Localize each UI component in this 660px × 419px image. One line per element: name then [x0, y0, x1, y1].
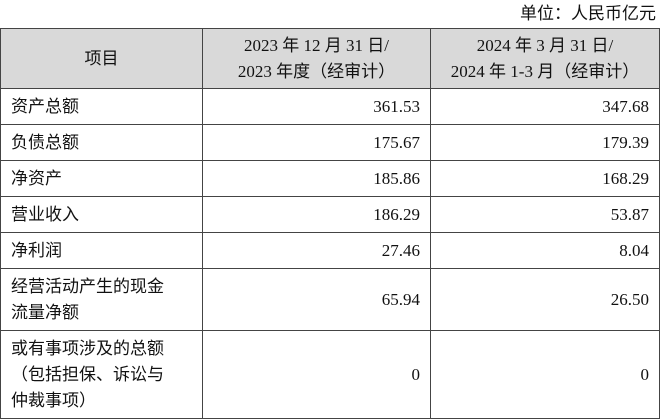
cell-line: 净资产	[11, 168, 62, 188]
row-label: 或有事项涉及的总额 （包括担保、诉讼与 仲裁事项）	[0, 330, 203, 419]
table-body: 资产总额 361.53 347.68 负债总额 175.67 179.39 净资产 185.8…	[0, 88, 660, 419]
cell-line: （包括担保、诉讼与	[11, 364, 164, 384]
cell-line: 27.46	[381, 240, 420, 260]
cell-line: 26.50	[610, 289, 649, 309]
header-cell: 项目	[0, 28, 203, 89]
cell-line: 营业收入	[11, 204, 79, 224]
cell-line: 经营活动产生的现金	[11, 276, 164, 296]
cell-line: 仲裁事项）	[11, 390, 96, 410]
cell-line: 179.39	[602, 132, 649, 152]
row-label: 净利润	[0, 232, 203, 269]
cell-line: 53.87	[610, 204, 649, 224]
value-cell: 65.94	[202, 268, 431, 331]
row-label: 经营活动产生的现金 流量净额	[0, 268, 203, 331]
row-label: 负债总额	[0, 124, 203, 161]
table-row: 营业收入 186.29 53.87	[0, 196, 660, 233]
cell-line: 净利润	[11, 240, 62, 260]
row-label: 营业收入	[0, 196, 203, 233]
cell-line: 168.29	[602, 168, 649, 188]
table-row: 负债总额 175.67 179.39	[0, 124, 660, 161]
cell-line: 175.67	[373, 132, 420, 152]
cell-line: 2024 年 1-3 月（经审计）	[450, 61, 640, 81]
table-row: 经营活动产生的现金 流量净额 65.94 26.50	[0, 268, 660, 331]
value-cell: 0	[430, 330, 660, 419]
row-label: 资产总额	[0, 88, 203, 125]
cell-line: 2024 年 3 月 31 日/	[476, 35, 614, 55]
table-row: 净资产 185.86 168.29	[0, 160, 660, 197]
cell-line: 2023 年度（经审计）	[237, 61, 396, 81]
cell-line: 361.53	[373, 96, 420, 116]
cell-line: 流量净额	[11, 302, 79, 322]
header-cell: 2023 年 12 月 31 日/2023 年度（经审计）	[202, 28, 431, 89]
header-row: 项目 2023 年 12 月 31 日/2023 年度（经审计） 2024 年 3 …	[0, 28, 660, 89]
table-header: 项目 2023 年 12 月 31 日/2023 年度（经审计） 2024 年 3 …	[0, 28, 660, 89]
cell-line: 0	[640, 364, 650, 384]
cell-line: 185.86	[373, 168, 420, 188]
value-cell: 175.67	[202, 124, 431, 161]
value-cell: 53.87	[430, 196, 660, 233]
value-cell: 8.04	[430, 232, 660, 269]
cell-line: 2023 年 12 月 31 日/	[244, 35, 389, 55]
table-row: 或有事项涉及的总额 （包括担保、诉讼与 仲裁事项） 0 0	[0, 330, 660, 419]
value-cell: 361.53	[202, 88, 431, 125]
value-cell: 27.46	[202, 232, 431, 269]
table-row: 净利润 27.46 8.04	[0, 232, 660, 269]
header-cell: 2024 年 3 月 31 日/2024 年 1-3 月（经审计）	[430, 28, 660, 89]
value-cell: 26.50	[430, 268, 660, 331]
value-cell: 179.39	[430, 124, 660, 161]
cell-line: 0	[411, 364, 421, 384]
row-label: 净资产	[0, 160, 203, 197]
cell-line: 186.29	[373, 204, 420, 224]
table-row: 资产总额 361.53 347.68	[0, 88, 660, 125]
value-cell: 186.29	[202, 196, 431, 233]
financial-table: 项目 2023 年 12 月 31 日/2023 年度（经审计） 2024 年 3 …	[0, 28, 660, 419]
unit-note: 单位：人民币亿元	[520, 4, 656, 23]
value-cell: 185.86	[202, 160, 431, 197]
cell-line: 项目	[84, 48, 119, 68]
cell-line: 65.94	[381, 289, 420, 309]
cell-line: 资产总额	[11, 96, 79, 116]
value-cell: 347.68	[430, 88, 660, 125]
cell-line: 负债总额	[11, 132, 79, 152]
cell-line: 347.68	[602, 96, 649, 116]
value-cell: 168.29	[430, 160, 660, 197]
cell-line: 8.04	[619, 240, 649, 260]
value-cell: 0	[202, 330, 431, 419]
cell-line: 或有事项涉及的总额	[11, 338, 164, 358]
